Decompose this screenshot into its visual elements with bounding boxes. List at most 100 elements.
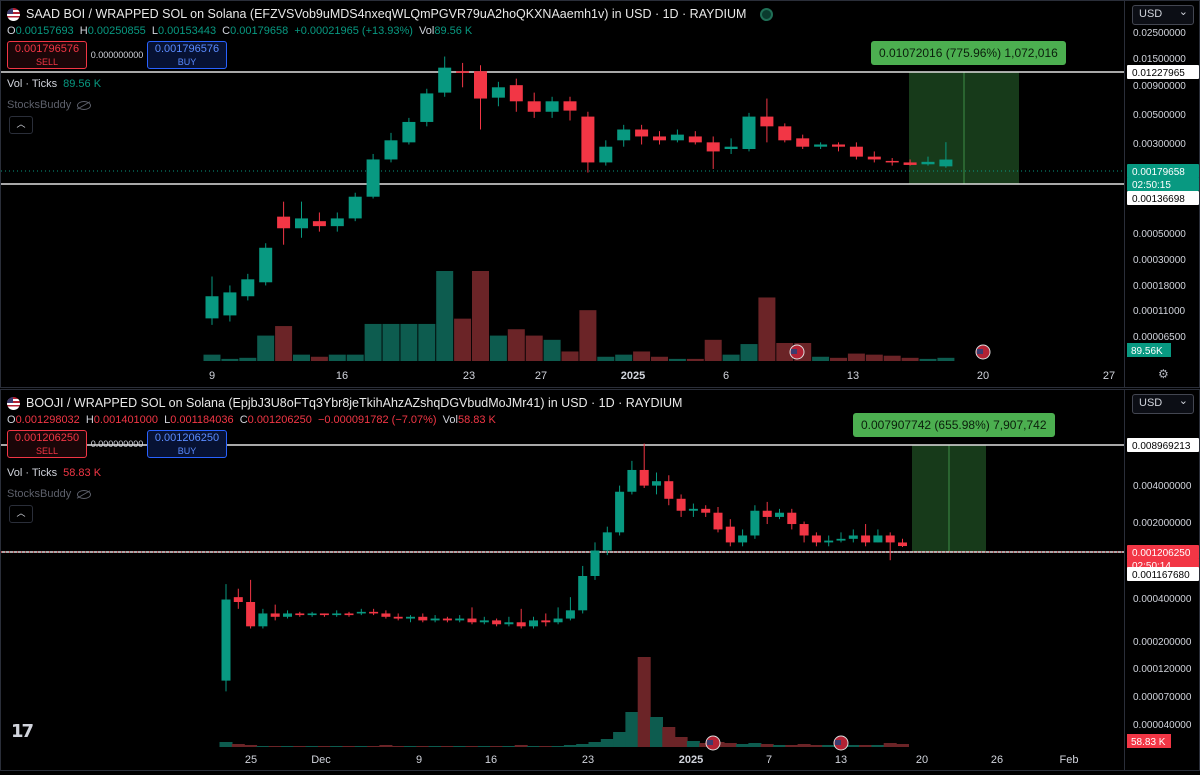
candle-body — [563, 101, 577, 111]
tradingview-logo-icon[interactable]: 𝟭𝟳 — [11, 721, 34, 741]
volume-bar — [221, 358, 239, 361]
candle-body — [725, 526, 735, 543]
volume-group — [203, 271, 955, 361]
volume-bar — [525, 335, 543, 361]
volume-bar — [391, 746, 405, 747]
price-axis-tick-label: 0.000200000 — [1133, 637, 1192, 648]
plot-area[interactable]: 25 Dec 9 16 23 2025 7 13 20 26 Feb — [1, 390, 1124, 770]
countdown-badge-text: 02:50:15 — [1132, 180, 1171, 191]
volume-indicator-legend[interactable]: Vol · Ticks 89.56 K — [7, 78, 101, 90]
event-flag-icon — [975, 344, 991, 360]
price-axis-tick-label: 0.00011000 — [1133, 306, 1186, 317]
indicator-legend[interactable]: StocksBuddy — [7, 99, 92, 111]
last-price-badge-bg — [1127, 545, 1199, 559]
candle-body — [627, 469, 637, 492]
bottom-line-price-badge-text: 0.001167680 — [1132, 570, 1190, 581]
volume-bar — [896, 744, 909, 747]
low-value: 0.001184036 — [170, 414, 234, 426]
currency-select[interactable]: USD — [1132, 5, 1194, 25]
hide-eye-icon[interactable] — [77, 489, 92, 499]
currency-select[interactable]: USD — [1132, 394, 1194, 414]
candle-body — [653, 136, 666, 141]
bottom-line-price-badge-bg — [1127, 191, 1199, 205]
candles-group — [205, 56, 953, 325]
volume-badge-text: 89.56K — [1131, 346, 1163, 357]
volume-bar — [543, 339, 561, 361]
top-line-price-badge-bg — [1127, 65, 1199, 79]
bottom-line-price-badge-text: 0.00136698 — [1132, 194, 1185, 205]
measure-range-tool — [909, 72, 1019, 184]
bottom-line-price-badge: 0.00136698 — [1127, 191, 1199, 205]
volume-bar — [404, 746, 417, 747]
candle-body — [330, 218, 344, 227]
candle-body — [312, 221, 326, 227]
hide-eye-icon[interactable] — [77, 100, 92, 110]
settings-gear-icon[interactable]: ⚙ — [1158, 367, 1169, 381]
chart-pane-saad-boi[interactable]: 9 16 23 27 2025 6 13 20 27 SAAD BOI / WRAPPED SO… — [0, 0, 1200, 388]
volume-bar — [436, 271, 454, 361]
candlestick-chart[interactable]: 9 16 23 27 2025 6 13 20 27 — [1, 1, 1124, 389]
candlestick-chart[interactable]: 25 Dec 9 16 23 2025 7 13 20 26 Feb — [1, 390, 1124, 772]
change-value: +0.00021965 (+13.93%) — [294, 25, 413, 37]
candle-body — [295, 218, 308, 229]
buy-button[interactable]: 0.001206250 BUY — [147, 430, 227, 458]
symbol-title: SAAD BOI / WRAPPED SOL on Solana (EFZVSV… — [26, 7, 747, 21]
market-status-icon[interactable] — [760, 7, 774, 21]
candle-body — [778, 126, 792, 141]
candle-body — [578, 575, 588, 611]
price-axis-tick-label: 0.00018000 — [1133, 281, 1186, 292]
volume-bar — [328, 354, 346, 361]
volume-bar — [785, 745, 799, 747]
x-axis-tick-label: 27 — [1103, 370, 1115, 382]
buy-button[interactable]: 0.001796576 BUY — [147, 41, 227, 69]
price-axis[interactable]: USD 0.0160000000.0080000000.0040000000.0… — [1124, 390, 1200, 770]
collapse-legend-button[interactable]: ︿ — [9, 505, 33, 523]
symbol-header[interactable]: SAAD BOI / WRAPPED SOL on Solana (EFZVSV… — [7, 7, 774, 21]
candle-body — [402, 121, 416, 143]
volume-bar — [472, 271, 489, 361]
sell-label: SELL — [35, 446, 59, 456]
x-axis-tick-label: Feb — [1060, 754, 1079, 766]
volume-bar — [662, 727, 676, 747]
x-axis-tick-label: 23 — [463, 370, 475, 382]
candle-body — [799, 524, 809, 536]
candle-body — [307, 613, 317, 616]
us-flag-icon — [7, 396, 20, 410]
volume-bar — [748, 743, 762, 747]
candle-body — [283, 613, 292, 617]
sell-button[interactable]: 0.001796576 SELL — [7, 41, 87, 69]
volume-bar — [674, 737, 688, 747]
x-axis-tick-label: 9 — [209, 370, 215, 382]
volume-bar — [883, 355, 901, 361]
price-axis-labels: 0.0160000000.0080000000.0040000000.00200… — [1127, 406, 1199, 748]
volume-bar — [256, 746, 270, 747]
candle-body — [553, 618, 563, 623]
x-axis-tick-label: 6 — [723, 370, 729, 382]
candle-body — [565, 610, 575, 619]
volume-indicator-legend[interactable]: Vol · Ticks 58.83 K — [7, 467, 101, 479]
x-axis-tick-label: 27 — [535, 370, 547, 382]
sell-button[interactable]: 0.001206250 SELL — [7, 430, 87, 458]
candle-body — [504, 622, 514, 625]
volume-bar — [416, 746, 430, 747]
price-axis[interactable]: USD 0.02500000 0.01500000 0.00900000 0.0050… — [1124, 1, 1200, 387]
price-axis-tick-label: 0.00500000 — [1133, 110, 1186, 121]
volume-indicator-label: Vol · Ticks — [7, 467, 58, 479]
volume-bar — [551, 746, 565, 747]
symbol-header[interactable]: BOOJI / WRAPPED SOL on Solana (EpjbJ3U8o… — [7, 396, 682, 410]
volume-bar — [699, 743, 713, 747]
spread-value: 0.000000000 — [90, 50, 144, 60]
volume-bar — [812, 356, 830, 361]
volume-indicator-label: Vol · Ticks — [7, 78, 58, 90]
close-value: 0.001206250 — [247, 414, 312, 426]
candle-body — [270, 613, 280, 617]
indicator-legend[interactable]: StocksBuddy — [7, 488, 92, 500]
chart-pane-booji[interactable]: 25 Dec 9 16 23 2025 7 13 20 26 Feb BOOJI / WRAPPED… — [0, 389, 1200, 771]
candle-body — [824, 540, 834, 543]
x-axis-tick-label: 7 — [766, 754, 772, 766]
plot-area[interactable]: 9 16 23 27 2025 6 13 20 27 — [1, 1, 1124, 387]
collapse-legend-button[interactable]: ︿ — [9, 116, 33, 134]
volume-value: 58.83 K — [457, 414, 496, 426]
ohlc-legend: O0.00157693 H0.00250855 L0.00153443 C0.0… — [7, 25, 473, 37]
volume-bar — [760, 744, 774, 747]
